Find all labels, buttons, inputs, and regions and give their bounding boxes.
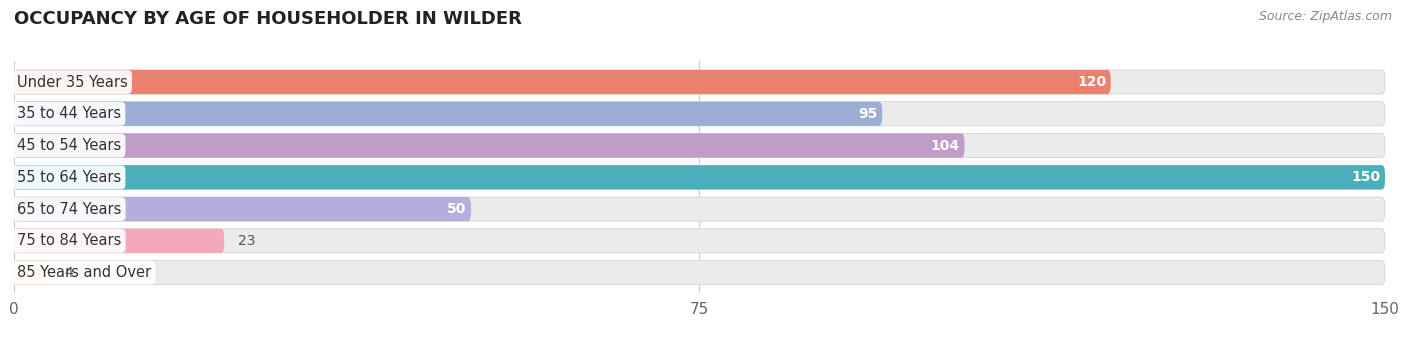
FancyBboxPatch shape: [14, 102, 883, 126]
FancyBboxPatch shape: [14, 261, 51, 285]
FancyBboxPatch shape: [14, 197, 1385, 221]
FancyBboxPatch shape: [14, 133, 1385, 158]
Text: 45 to 54 Years: 45 to 54 Years: [17, 138, 121, 153]
FancyBboxPatch shape: [14, 261, 1385, 285]
FancyBboxPatch shape: [14, 229, 1385, 253]
Text: 55 to 64 Years: 55 to 64 Years: [17, 170, 121, 185]
Text: 35 to 44 Years: 35 to 44 Years: [17, 106, 121, 121]
Text: 150: 150: [1351, 170, 1381, 184]
FancyBboxPatch shape: [14, 133, 965, 158]
Text: Source: ZipAtlas.com: Source: ZipAtlas.com: [1258, 10, 1392, 23]
FancyBboxPatch shape: [14, 102, 1385, 126]
Text: 104: 104: [931, 138, 960, 152]
FancyBboxPatch shape: [14, 70, 1385, 94]
Text: 4: 4: [65, 266, 73, 280]
Text: 23: 23: [238, 234, 256, 248]
Text: 50: 50: [447, 202, 467, 216]
FancyBboxPatch shape: [14, 165, 1385, 189]
Text: 75 to 84 Years: 75 to 84 Years: [17, 233, 121, 248]
FancyBboxPatch shape: [14, 229, 225, 253]
FancyBboxPatch shape: [14, 70, 1111, 94]
FancyBboxPatch shape: [14, 165, 1385, 189]
FancyBboxPatch shape: [14, 197, 471, 221]
Text: 85 Years and Over: 85 Years and Over: [17, 265, 150, 280]
Text: Under 35 Years: Under 35 Years: [17, 75, 128, 90]
Text: OCCUPANCY BY AGE OF HOUSEHOLDER IN WILDER: OCCUPANCY BY AGE OF HOUSEHOLDER IN WILDE…: [14, 10, 522, 28]
Text: 95: 95: [858, 107, 877, 121]
Text: 65 to 74 Years: 65 to 74 Years: [17, 202, 121, 217]
Text: 120: 120: [1077, 75, 1107, 89]
